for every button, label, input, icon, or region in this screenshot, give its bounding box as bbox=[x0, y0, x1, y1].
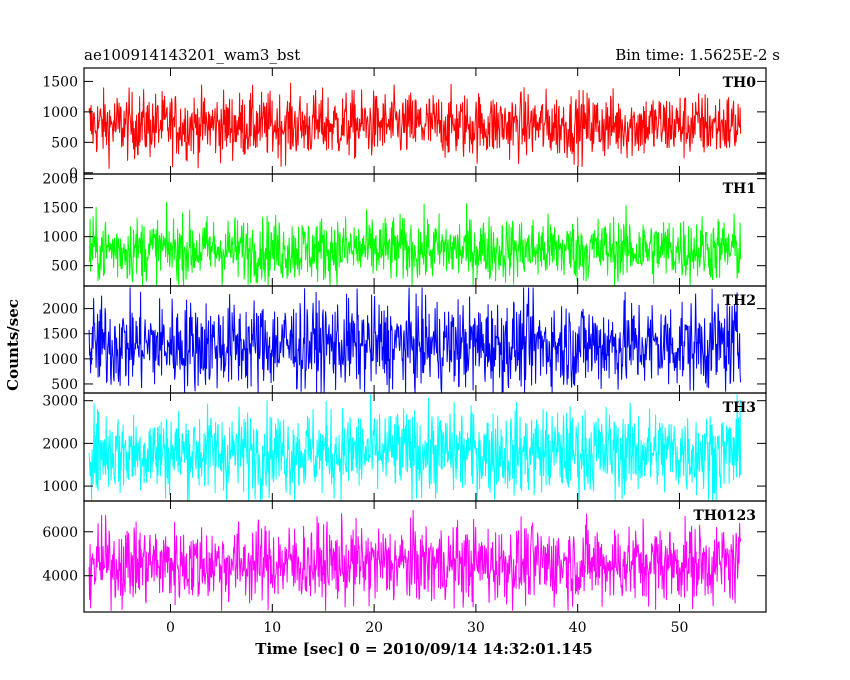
y-tick-label: 500 bbox=[51, 259, 78, 275]
panel-label-th3: TH3 bbox=[723, 400, 756, 416]
y-tick-label: 1500 bbox=[42, 74, 78, 90]
panel-th2: 500 1000 1500 2000 TH2 bbox=[42, 285, 767, 394]
panel-th0123: 4000 6000 0 10 20 30 40 50 TH0123 bbox=[42, 500, 767, 636]
x-tick-label: 50 bbox=[671, 620, 689, 636]
y-tick-label: 500 bbox=[51, 135, 78, 151]
chart-title: ae100914143201_wam3_bst bbox=[84, 46, 300, 64]
x-axis-label: Time [sec] 0 = 2010/09/14 14:32:01.145 bbox=[255, 640, 592, 658]
y-tick-label: 2000 bbox=[42, 302, 78, 318]
x-tick-label: 0 bbox=[166, 620, 175, 636]
y-tick-label: 1500 bbox=[42, 327, 78, 343]
y-tick-label: 1000 bbox=[42, 352, 78, 368]
series-line-th0123 bbox=[88, 510, 742, 611]
y-tick-label: 1000 bbox=[42, 230, 78, 246]
y-tick-label: 0 bbox=[69, 166, 78, 182]
x-tick-label: 40 bbox=[569, 620, 587, 636]
series-line-th1 bbox=[88, 201, 742, 286]
y-axis-label: Counts/sec bbox=[4, 299, 22, 391]
y-tick-label: 6000 bbox=[42, 525, 78, 541]
bin-time-label: Bin time: 1.5625E-2 s bbox=[615, 46, 780, 64]
panel-th3: 1000 2000 3000 TH3 bbox=[42, 392, 767, 502]
series-line-th3 bbox=[88, 394, 742, 501]
panel-th1: 500 1000 1500 2000 TH1 bbox=[42, 172, 767, 287]
series-line-th2 bbox=[88, 287, 742, 393]
y-tick-label: 2000 bbox=[42, 436, 78, 452]
panel-label-th0123: TH0123 bbox=[693, 508, 756, 524]
series-line-th0 bbox=[88, 82, 742, 169]
x-tick-label: 20 bbox=[365, 620, 383, 636]
x-tick-label: 30 bbox=[467, 620, 485, 636]
x-tick-label: 10 bbox=[263, 620, 281, 636]
panel-label-th1: TH1 bbox=[723, 181, 756, 197]
y-tick-label: 4000 bbox=[42, 569, 78, 585]
y-tick-label: 1500 bbox=[42, 201, 78, 217]
y-tick-label: 3000 bbox=[42, 394, 78, 410]
y-tick-label: 1000 bbox=[42, 105, 78, 121]
panel-th0: 0 500 1000 1500 TH0 bbox=[42, 67, 767, 182]
y-tick-label: 500 bbox=[51, 377, 78, 393]
panel-label-th2: TH2 bbox=[723, 293, 756, 309]
y-tick-label: 1000 bbox=[42, 479, 78, 495]
panel-label-th0: TH0 bbox=[723, 75, 757, 91]
panel-frame bbox=[83, 500, 767, 613]
y-tick-label: 2000 bbox=[42, 172, 78, 188]
